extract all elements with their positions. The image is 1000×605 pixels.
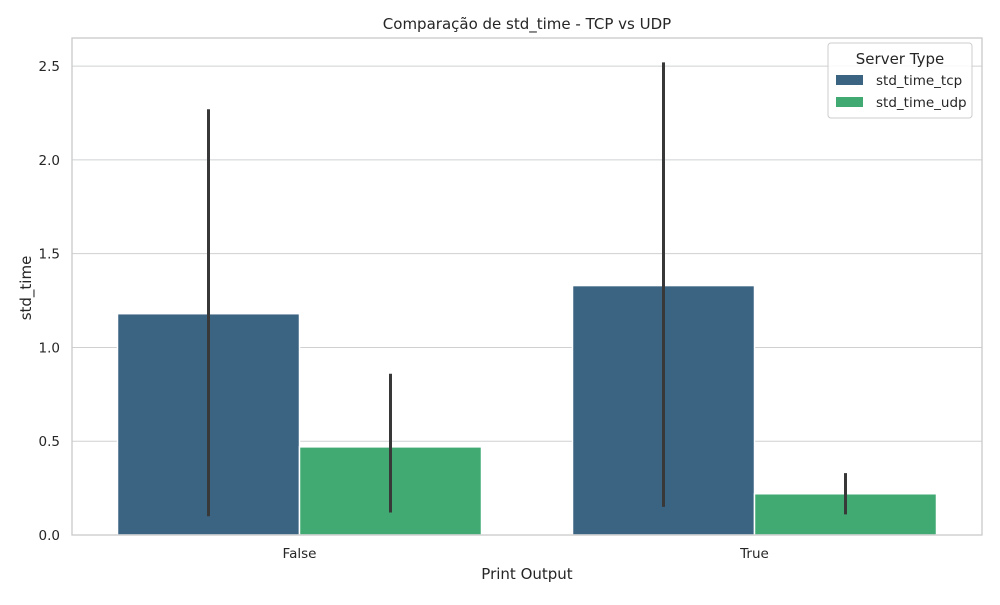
x-tick-label: False: [283, 546, 317, 562]
chart-title: Comparação de std_time - TCP vs UDP: [383, 15, 671, 34]
y-tick-label: 2.5: [39, 59, 60, 75]
legend-label-tcp: std_time_tcp: [876, 73, 962, 89]
tick-labels: 0.0 0.5 1.0 1.5 2.0 2.5 False True: [39, 59, 769, 562]
legend: Server Type std_time_tcp std_time_udp: [827, 42, 973, 119]
legend-frame: [827, 42, 973, 119]
bars: [116, 284, 938, 536]
y-tick-label: 0.0: [39, 528, 60, 544]
legend-title: Server Type: [856, 50, 944, 68]
axes: [71, 37, 983, 536]
y-tick-label: 1.5: [39, 247, 60, 263]
plot-frame: [71, 37, 983, 536]
legend-swatch-tcp: [836, 75, 863, 85]
y-tick-label: 0.5: [39, 434, 60, 450]
y-axis-label: std_time: [17, 256, 36, 321]
y-tick-label: 1.0: [39, 340, 60, 356]
x-axis-label: Print Output: [481, 565, 572, 583]
x-tick-label: True: [739, 546, 769, 562]
legend-label-udp: std_time_udp: [876, 95, 967, 111]
legend-swatch-udp: [836, 97, 863, 107]
y-tick-label: 2.0: [39, 153, 60, 169]
error-bars: [207, 62, 847, 517]
